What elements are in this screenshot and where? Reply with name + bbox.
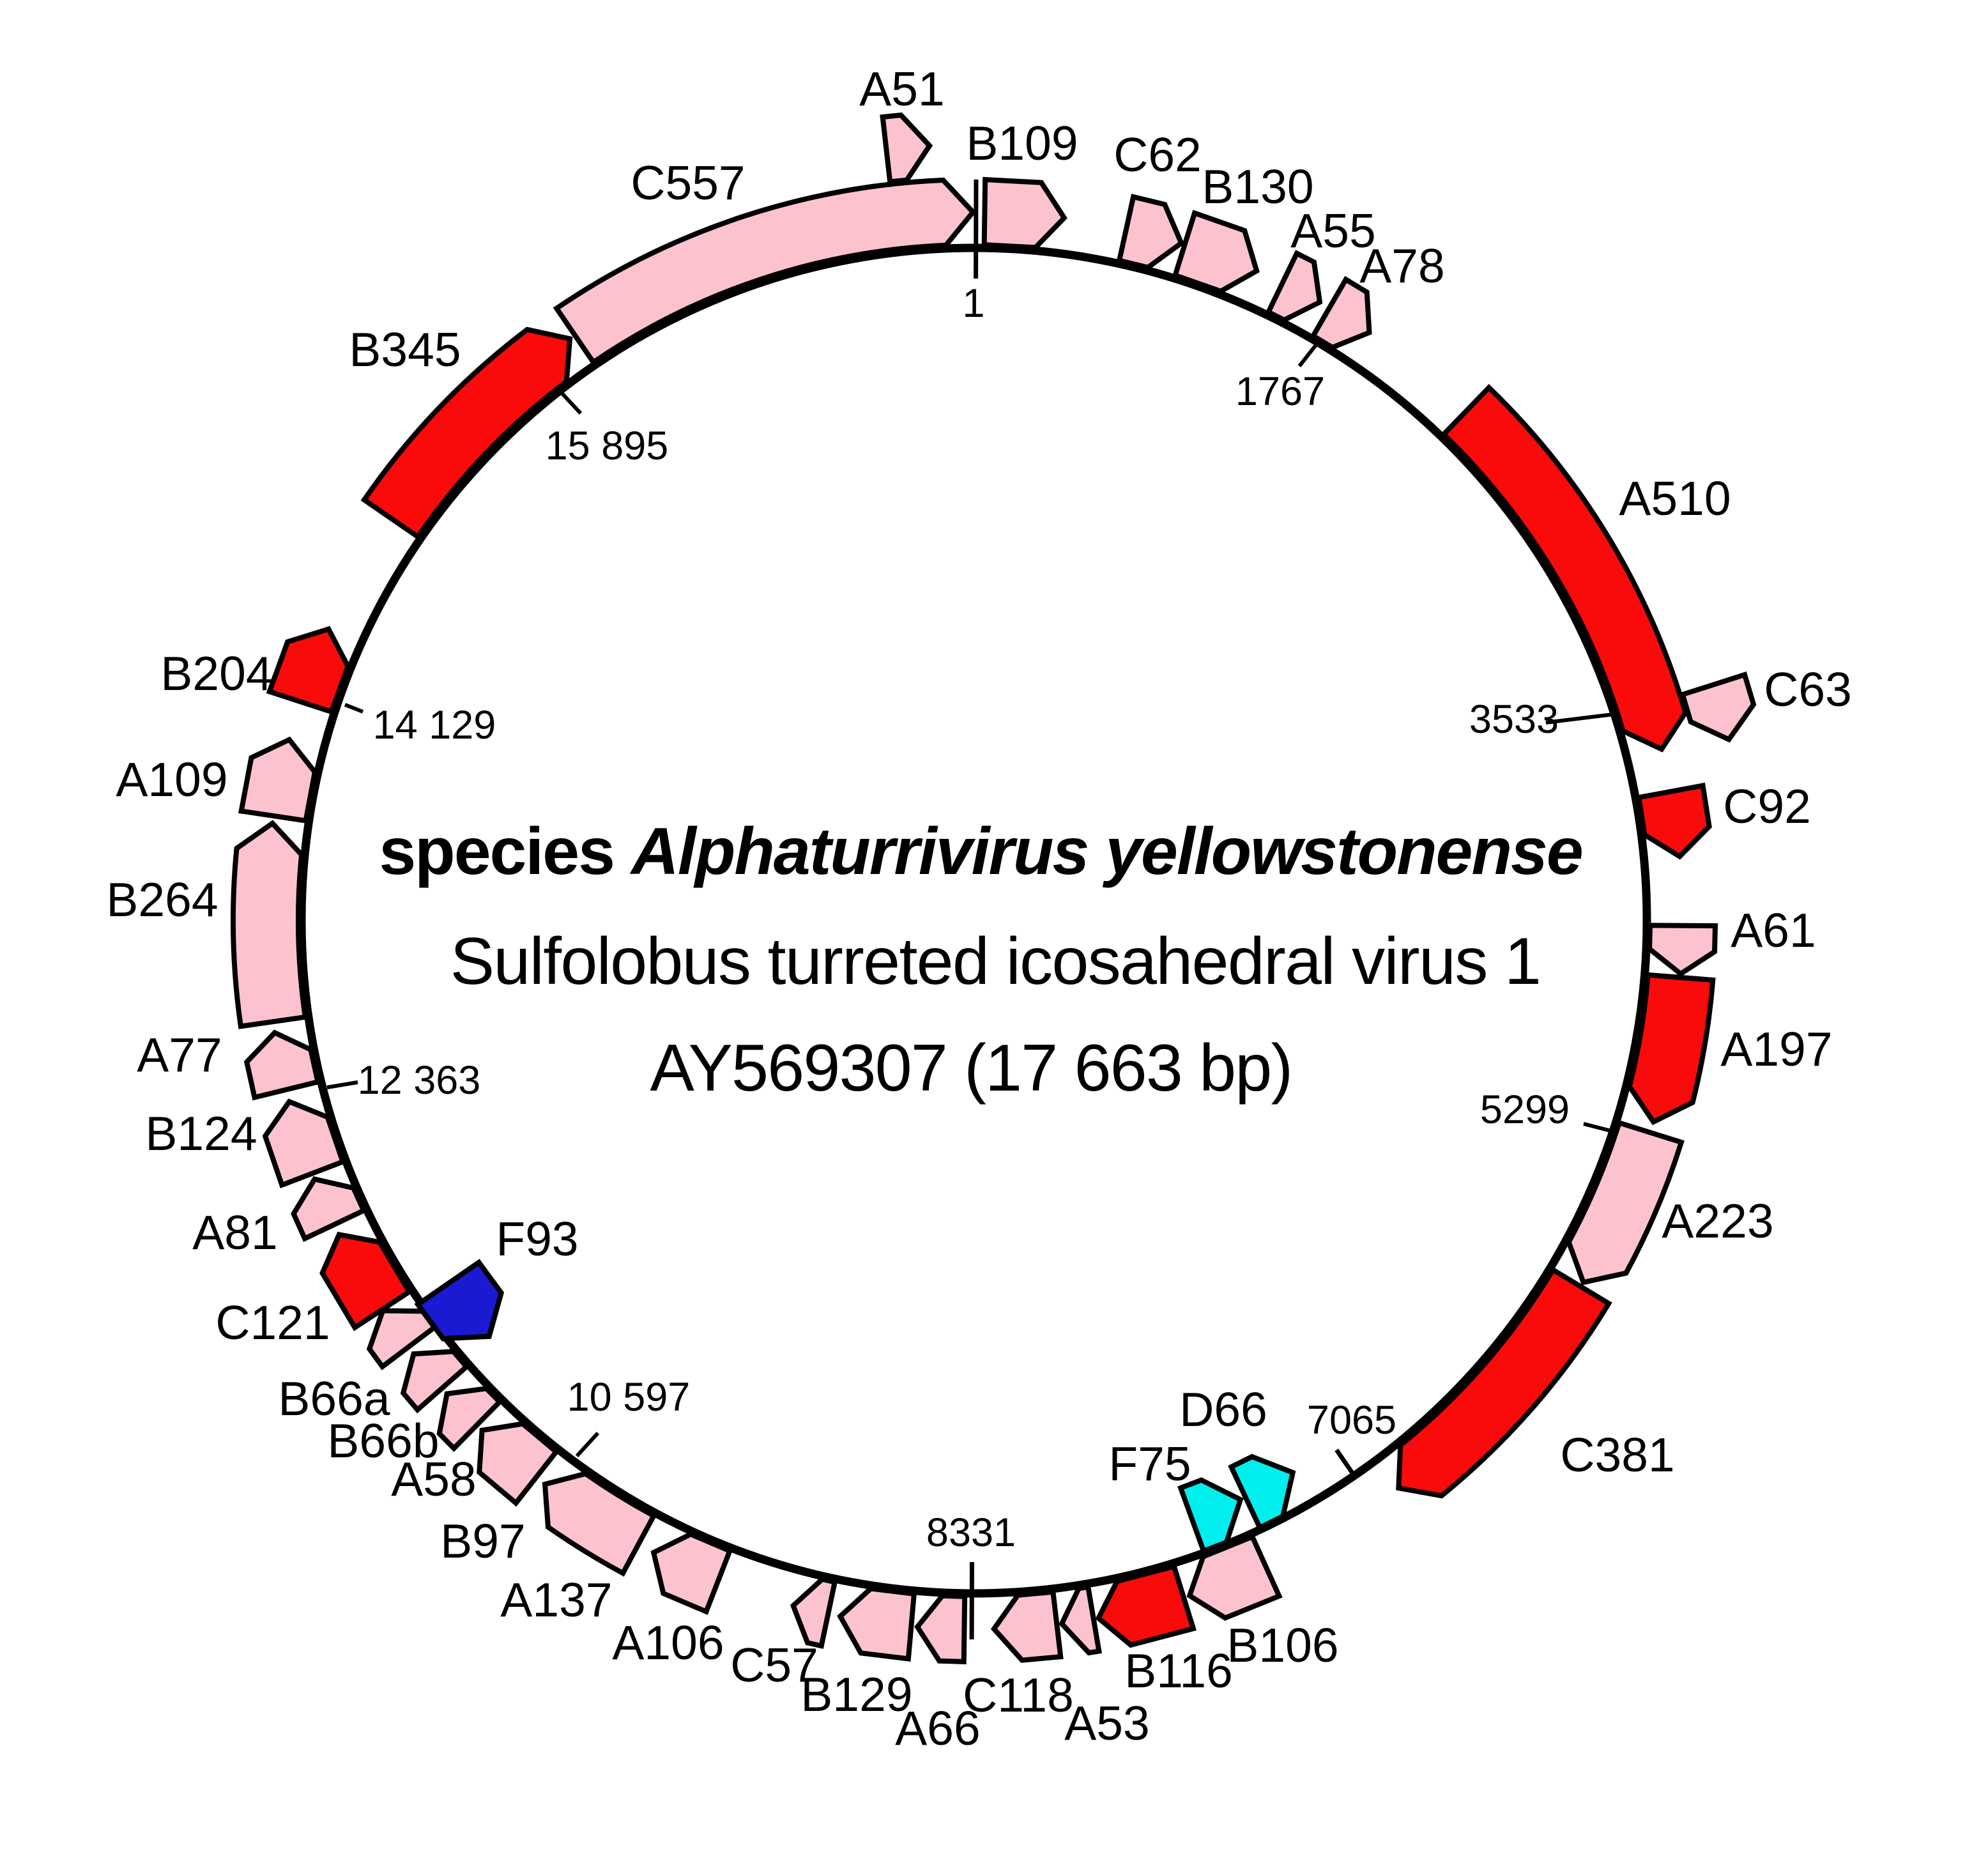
svg-text:A77: A77 xyxy=(137,1028,222,1082)
svg-text:B264: B264 xyxy=(106,873,218,926)
svg-text:A106: A106 xyxy=(612,1616,724,1669)
svg-text:A510: A510 xyxy=(1619,471,1731,525)
svg-text:A51: A51 xyxy=(859,62,944,116)
svg-text:1767: 1767 xyxy=(1235,369,1325,414)
svg-text:B204: B204 xyxy=(160,647,272,700)
svg-text:A61: A61 xyxy=(1731,903,1816,957)
svg-text:5299: 5299 xyxy=(1480,1087,1570,1132)
svg-text:12 363: 12 363 xyxy=(358,1058,481,1103)
svg-text:B109: B109 xyxy=(966,116,1078,170)
svg-text:A81: A81 xyxy=(192,1206,277,1259)
svg-text:3533: 3533 xyxy=(1469,697,1559,742)
svg-text:F93: F93 xyxy=(496,1212,578,1266)
svg-text:B116: B116 xyxy=(1124,1644,1233,1698)
svg-text:B66b: B66b xyxy=(327,1414,439,1468)
svg-text:B66a: B66a xyxy=(278,1372,390,1425)
svg-text:C121: C121 xyxy=(215,1296,330,1349)
svg-text:C57: C57 xyxy=(730,1638,818,1692)
svg-text:C557: C557 xyxy=(631,156,745,210)
svg-text:B124: B124 xyxy=(145,1107,257,1160)
svg-text:A137: A137 xyxy=(500,1573,612,1627)
svg-text:A197: A197 xyxy=(1720,1022,1832,1076)
svg-text:A223: A223 xyxy=(1662,1194,1773,1248)
svg-text:Sulfolobus turreted icosahedra: Sulfolobus turreted icosahedral virus 1 xyxy=(450,924,1541,999)
svg-text:A109: A109 xyxy=(116,753,227,806)
svg-text:B106: B106 xyxy=(1227,1618,1338,1672)
svg-text:B130: B130 xyxy=(1202,160,1313,213)
svg-text:C62: C62 xyxy=(1113,128,1202,181)
svg-text:F75: F75 xyxy=(1108,1437,1191,1491)
svg-text:C118: C118 xyxy=(963,1668,1074,1722)
svg-text:B129: B129 xyxy=(800,1667,912,1721)
svg-text:AY569307 (17 663 bp): AY569307 (17 663 bp) xyxy=(650,1031,1292,1105)
svg-text:7065: 7065 xyxy=(1307,1398,1396,1443)
svg-text:15 895: 15 895 xyxy=(546,424,669,468)
svg-text:A78: A78 xyxy=(1359,239,1444,293)
svg-text:A66: A66 xyxy=(895,1701,980,1755)
svg-text:A58: A58 xyxy=(391,1452,476,1506)
svg-text:14 129: 14 129 xyxy=(373,703,496,747)
svg-text:B345: B345 xyxy=(349,323,461,376)
svg-text:A53: A53 xyxy=(1064,1696,1149,1750)
svg-text:10 597: 10 597 xyxy=(567,1375,691,1420)
svg-text:A55: A55 xyxy=(1290,204,1375,257)
svg-text:1: 1 xyxy=(962,281,984,326)
svg-text:D66: D66 xyxy=(1179,1383,1267,1436)
svg-text:B97: B97 xyxy=(440,1514,525,1568)
svg-text:C63: C63 xyxy=(1764,663,1852,716)
svg-text:C92: C92 xyxy=(1723,779,1811,833)
svg-text:C381: C381 xyxy=(1560,1428,1674,1482)
svg-text:8331: 8331 xyxy=(926,1510,1016,1555)
svg-text:species Alphaturrivirus yellow: species Alphaturrivirus yellowstonense xyxy=(379,815,1582,889)
